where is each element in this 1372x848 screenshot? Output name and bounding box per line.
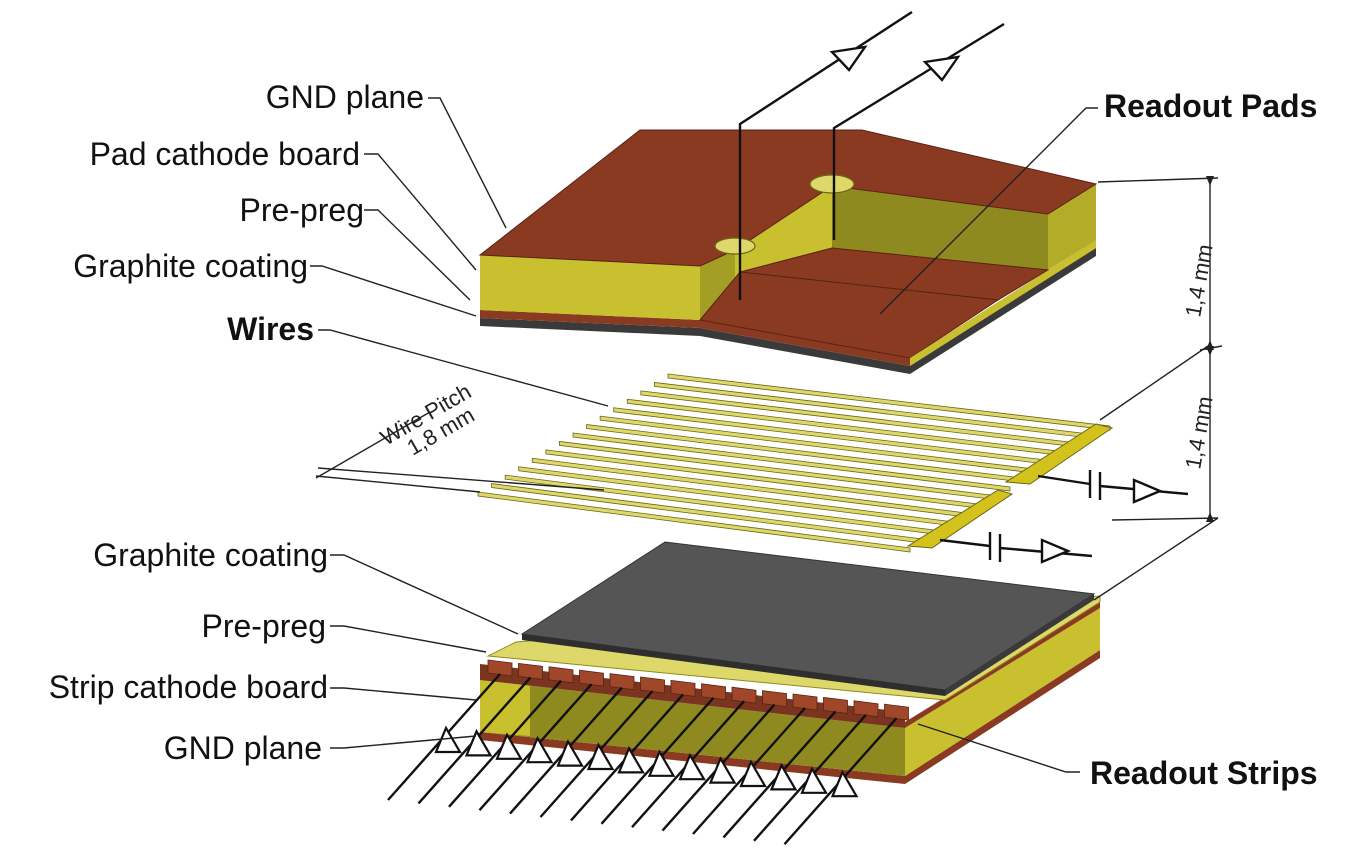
readout-strip bbox=[670, 679, 696, 697]
strip-amplifier-icon bbox=[617, 745, 645, 774]
gap-top-dimension: 1,4 mm bbox=[1180, 242, 1217, 319]
readout-strip bbox=[609, 673, 635, 691]
gap-bottom-dimension: 1,4 mm bbox=[1180, 394, 1217, 471]
pad-cathode-assembly bbox=[478, 10, 1098, 374]
strip-amplifier-icon bbox=[495, 732, 523, 760]
readout-strip bbox=[884, 703, 909, 721]
via-hole-2 bbox=[809, 174, 855, 194]
top-copper-edge-layer bbox=[480, 240, 1096, 366]
label-readout-strips: Readout Strips bbox=[1090, 755, 1318, 791]
wire-amplifier-1-icon bbox=[1132, 478, 1164, 504]
strip-cathode-assembly bbox=[387, 541, 1101, 845]
strip-amplifier-icon bbox=[739, 759, 767, 788]
label-pre-preg-bottom: Pre-preg bbox=[202, 608, 327, 644]
readout-strip bbox=[701, 683, 726, 701]
top-graphite-coating-layer bbox=[480, 248, 1096, 374]
label-strip-cathode-board: Strip cathode board bbox=[49, 669, 328, 705]
strip-amplifier-icon bbox=[434, 725, 462, 754]
readout-strip bbox=[487, 659, 513, 677]
strip-signal-lines bbox=[387, 673, 898, 845]
pad-amplifier-1-icon bbox=[829, 45, 868, 72]
strip-amplifier-icon bbox=[800, 766, 828, 794]
readout-strip bbox=[640, 676, 665, 694]
readout-strip bbox=[762, 690, 787, 708]
via-hole-1 bbox=[714, 237, 756, 255]
strip-amplifier-icon bbox=[556, 739, 584, 767]
strip-amplifier-icon bbox=[830, 769, 859, 798]
strip-amplifier-icon bbox=[647, 749, 676, 777]
readout-strips bbox=[487, 659, 909, 721]
readout-strip bbox=[792, 693, 818, 711]
readout-pad-lower bbox=[699, 271, 1000, 359]
readout-strip bbox=[823, 696, 848, 714]
wire bbox=[667, 373, 1111, 431]
top-right-board-edge bbox=[910, 240, 1096, 366]
strip-amplifier-icon bbox=[708, 756, 737, 784]
wire-bus-bar-1 bbox=[1004, 423, 1114, 485]
bottom-gnd-plane-edge bbox=[480, 650, 1100, 784]
label-wires: Wires bbox=[227, 311, 314, 347]
bottom-board-side-copper bbox=[905, 602, 1100, 728]
pad-amplifier-2-icon bbox=[922, 55, 961, 82]
labels: GND plane Pad cathode board Pre-preg Gra… bbox=[49, 79, 1318, 791]
readout-strip bbox=[518, 662, 543, 680]
label-readout-pads: Readout Pads bbox=[1104, 88, 1317, 124]
label-gnd-plane-top: GND plane bbox=[266, 79, 424, 115]
label-graphite-coating-top: Graphite coating bbox=[73, 248, 308, 284]
top-left-block-front bbox=[480, 255, 700, 320]
strip-amplifier-icon bbox=[464, 728, 493, 757]
label-pre-preg-top: Pre-preg bbox=[240, 192, 365, 228]
label-graphite-coating-bottom: Graphite coating bbox=[93, 537, 328, 573]
readout-strip bbox=[853, 700, 879, 718]
strip-amplifier-icon bbox=[769, 762, 798, 791]
wire-plane bbox=[477, 373, 1114, 553]
wire bbox=[477, 491, 911, 553]
readout-strip bbox=[548, 666, 574, 684]
wire-bus-bar-2 bbox=[906, 489, 1014, 549]
graphite-coating-side bbox=[945, 594, 1094, 696]
wire-readout-circuits bbox=[939, 470, 1189, 564]
bottom-board-side bbox=[905, 608, 1100, 776]
wire-amplifier-2-icon bbox=[1040, 538, 1072, 564]
top-right-side bbox=[1048, 184, 1096, 270]
graphite-coating-edge bbox=[522, 634, 945, 696]
strip-amplifier-icon bbox=[525, 735, 554, 764]
strip-amplifier-icon bbox=[678, 752, 706, 781]
wire bbox=[572, 432, 1011, 492]
leader-lines bbox=[310, 97, 1098, 773]
readout-strip bbox=[579, 669, 604, 687]
strip-amplifier-icon bbox=[586, 742, 615, 771]
readout-strip bbox=[731, 686, 757, 704]
label-gnd-plane-bottom: GND plane bbox=[164, 730, 322, 766]
label-pad-cathode-board: Pad cathode board bbox=[90, 136, 360, 172]
top-gnd-plane-surface bbox=[478, 129, 1098, 267]
